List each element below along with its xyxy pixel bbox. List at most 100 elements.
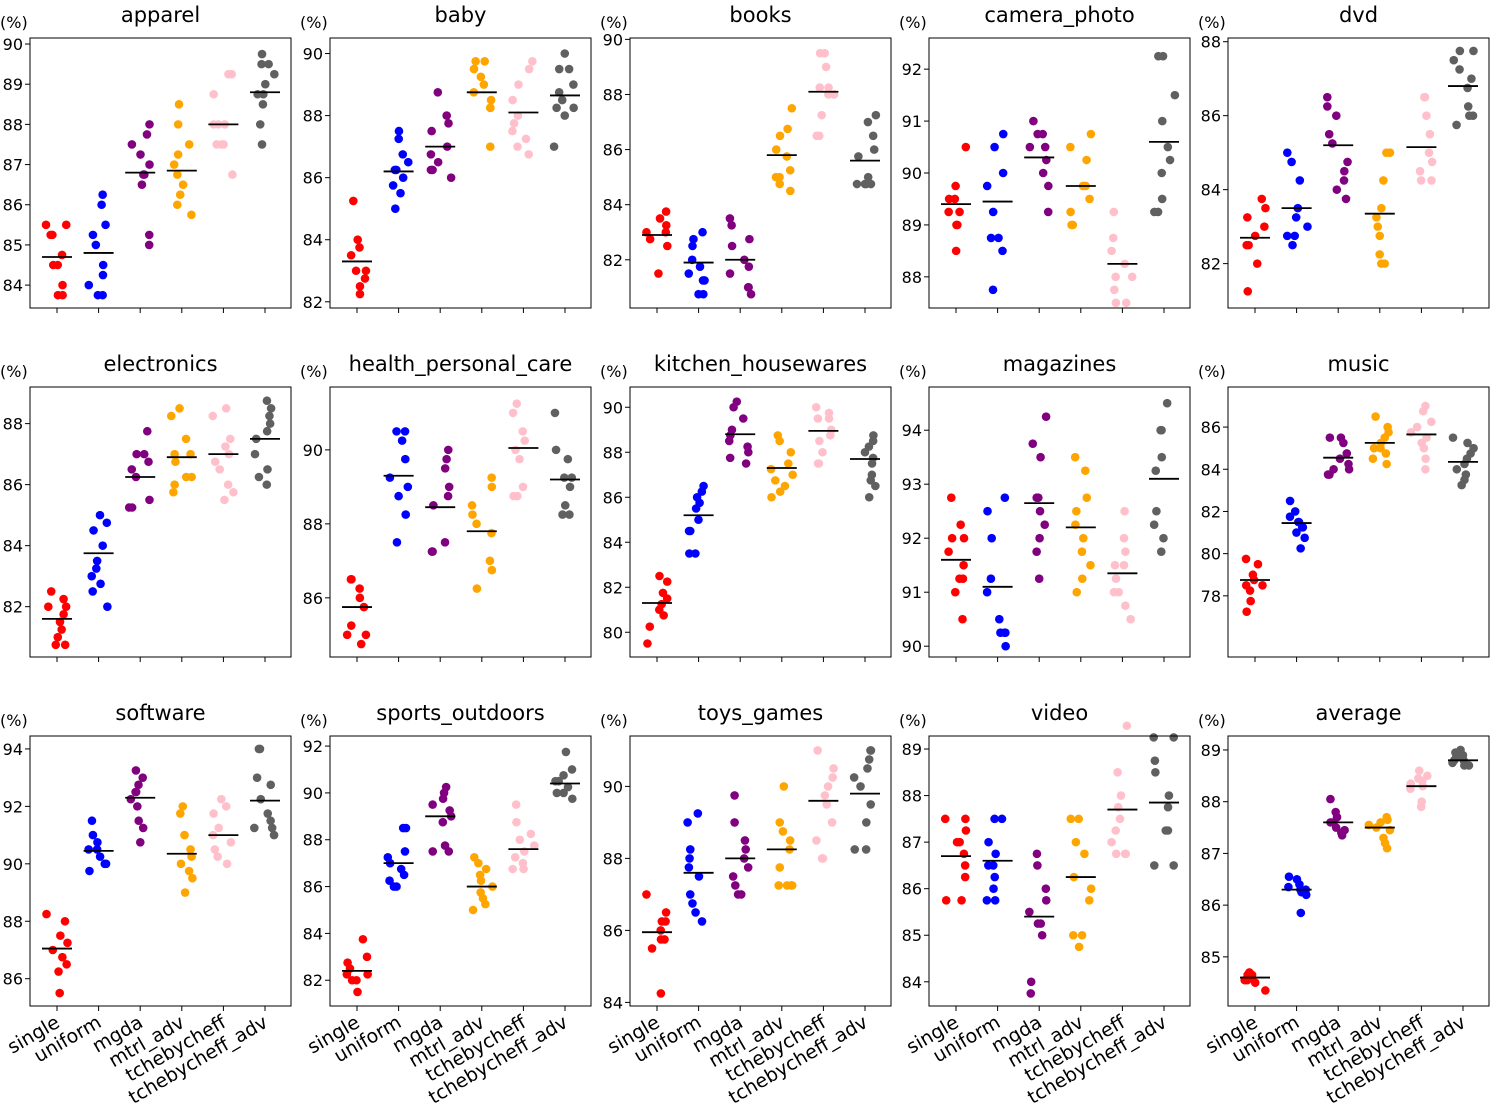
data-point-single xyxy=(361,266,371,276)
data-point-mgda xyxy=(1342,449,1352,458)
data-point-single xyxy=(952,837,962,847)
y-tick-label: 88 xyxy=(303,515,323,534)
subplot-title: health_personal_care xyxy=(349,352,573,377)
data-point-tchebycheff xyxy=(512,399,522,408)
data-point-tchebycheff xyxy=(521,134,531,144)
data-point-uniform xyxy=(695,262,705,271)
data-point-single xyxy=(55,988,64,998)
data-point-tchebycheff_adv xyxy=(269,830,279,840)
subplot-title: apparel xyxy=(121,3,200,27)
subplot-title: kitchen_housewares xyxy=(654,352,867,377)
data-point-single xyxy=(950,587,960,597)
data-point-single xyxy=(51,640,61,650)
data-point-single xyxy=(351,266,361,276)
data-point-mgda xyxy=(144,230,154,240)
data-point-tchebycheff_adv xyxy=(250,449,260,459)
data-point-mgda xyxy=(433,88,443,97)
data-point-single xyxy=(1253,559,1263,569)
data-point-mgda xyxy=(127,140,137,149)
subplot-toys_games: toys_games(%)84868890singleuniformmgdamt… xyxy=(600,701,892,1109)
data-point-mtrl_adv xyxy=(469,64,479,74)
data-point-single xyxy=(42,909,51,919)
data-point-uniform xyxy=(385,473,395,482)
data-point-mgda xyxy=(1340,166,1349,176)
data-point-mgda xyxy=(438,794,448,804)
data-point-tchebycheff xyxy=(1416,176,1426,185)
data-point-mtrl_adv xyxy=(1377,203,1386,213)
data-point-tchebycheff xyxy=(823,782,833,791)
data-point-tchebycheff xyxy=(1127,272,1137,282)
data-point-tchebycheff_adv xyxy=(565,510,574,519)
data-point-single xyxy=(944,547,953,556)
y-tick-label: 88 xyxy=(303,107,323,126)
data-point-mtrl_adv xyxy=(471,56,480,66)
data-point-tchebycheff_adv xyxy=(257,140,267,149)
data-point-single xyxy=(661,207,671,216)
data-point-mgda xyxy=(428,847,438,856)
data-point-uniform xyxy=(1285,496,1295,506)
subplot-dvd: dvd (%) 82 84 86 88 xyxy=(1198,3,1490,313)
data-point-mgda xyxy=(728,872,738,881)
data-point-mgda xyxy=(1325,470,1334,479)
data-point-mgda xyxy=(1036,452,1045,462)
data-point-uniform xyxy=(92,556,102,566)
data-point-tchebycheff_adv xyxy=(567,473,577,482)
data-point-tchebycheff_adv xyxy=(563,782,573,792)
data-point-uniform xyxy=(989,884,998,893)
data-point-single xyxy=(60,640,70,650)
data-point-single xyxy=(961,814,970,824)
y-tick-label: 88 xyxy=(603,849,623,868)
data-point-tchebycheff xyxy=(519,864,528,874)
data-point-uniform xyxy=(101,220,110,230)
y-tick-label: 91 xyxy=(902,112,922,131)
data-point-tchebycheff xyxy=(811,402,821,412)
data-point-tchebycheff xyxy=(1107,246,1116,256)
y-tick-label: 80 xyxy=(1201,545,1221,564)
subplot-books: books (%) 82 84 86 88 90 xyxy=(600,3,892,313)
y-tick-label: 93 xyxy=(902,475,922,494)
data-point-uniform xyxy=(1303,222,1312,231)
data-point-uniform xyxy=(91,564,101,573)
data-point-uniform xyxy=(403,482,413,492)
data-point-tchebycheff_adv xyxy=(552,103,561,113)
data-point-tchebycheff_adv xyxy=(257,49,267,59)
data-point-single xyxy=(1244,240,1253,250)
data-point-mgda xyxy=(743,863,753,872)
y-tick-label: 86 xyxy=(303,589,323,608)
data-point-single xyxy=(53,290,63,300)
data-point-tchebycheff xyxy=(1419,443,1429,453)
y-tick-label: 82 xyxy=(603,578,623,597)
data-point-uniform xyxy=(684,526,694,536)
data-point-tchebycheff xyxy=(1111,272,1120,282)
data-point-mtrl_adv xyxy=(1371,412,1380,421)
y-tick-label: 82 xyxy=(603,251,623,270)
data-point-uniform xyxy=(685,549,694,558)
data-point-uniform xyxy=(685,845,695,854)
data-point-tchebycheff_adv xyxy=(554,64,564,74)
data-point-uniform xyxy=(93,290,103,300)
axes-frame xyxy=(29,386,292,658)
data-point-tchebycheff_adv xyxy=(549,142,559,151)
data-point-mtrl_adv xyxy=(476,72,486,82)
data-point-uniform xyxy=(990,814,999,824)
data-point-tchebycheff xyxy=(820,791,830,800)
data-point-tchebycheff xyxy=(1114,587,1124,597)
data-point-tchebycheff xyxy=(1427,176,1436,185)
axes-frame xyxy=(1227,735,1490,1007)
data-point-single xyxy=(46,587,56,596)
y-tick-label: 78 xyxy=(1201,587,1221,606)
data-point-mgda xyxy=(135,837,145,847)
data-point-tchebycheff_adv xyxy=(1449,55,1459,65)
data-point-mgda xyxy=(1331,823,1341,832)
data-point-tchebycheff_adv xyxy=(861,845,871,854)
data-point-uniform xyxy=(982,181,992,191)
data-point-mgda xyxy=(741,459,751,468)
data-point-mtrl_adv xyxy=(786,186,795,196)
data-point-mtrl_adv xyxy=(472,519,481,529)
data-point-mtrl_adv xyxy=(173,170,182,179)
y-tick-label: 89 xyxy=(902,216,922,235)
data-point-single xyxy=(957,896,966,905)
data-point-mgda xyxy=(1335,454,1345,464)
data-point-mtrl_adv xyxy=(481,899,490,909)
data-point-single xyxy=(1261,986,1270,995)
